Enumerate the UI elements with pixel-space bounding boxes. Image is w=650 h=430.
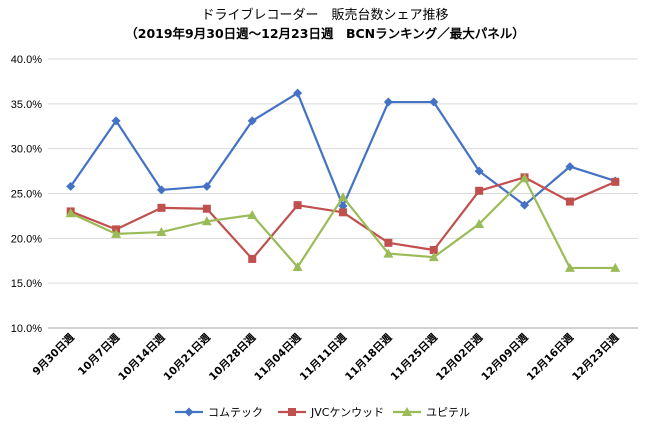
data-point <box>201 216 212 226</box>
data-point <box>292 262 303 272</box>
series-line <box>70 177 616 270</box>
data-point <box>383 248 394 258</box>
y-axis-ticks: 10.0% 15.0% 20.0% 25.0% 30.0% 35.0% 40.0% <box>11 54 42 335</box>
y-tick-label: 20.0% <box>11 233 42 245</box>
data-point <box>474 218 485 228</box>
data-point <box>202 181 212 191</box>
data-point <box>565 197 574 206</box>
x-tick-label: 10月28日週 <box>207 331 259 383</box>
data-point <box>428 252 439 262</box>
data-point <box>384 238 393 247</box>
legend-label: コムテック <box>208 406 263 419</box>
y-tick-label: 10.0% <box>11 323 42 335</box>
y-tick-label: 15.0% <box>11 278 42 290</box>
data-point <box>338 192 348 202</box>
series <box>65 88 621 272</box>
data-point <box>339 208 347 217</box>
data-point <box>519 173 530 183</box>
x-tick-label: 10月21日週 <box>162 331 214 383</box>
x-tick-label: 12月09日週 <box>479 331 531 383</box>
legend-marker <box>402 407 412 416</box>
x-tick-label: 12月16日週 <box>525 331 577 383</box>
x-tick-label: 10月14日週 <box>116 331 168 383</box>
data-point <box>111 228 122 238</box>
data-point <box>293 201 302 210</box>
data-point <box>156 185 166 195</box>
data-point <box>65 208 76 218</box>
y-tick-label: 25.0% <box>11 189 42 201</box>
data-point <box>475 186 484 195</box>
legend-label: JVCケンウッド <box>310 406 384 419</box>
data-point <box>248 254 257 263</box>
data-point <box>247 116 257 126</box>
data-point <box>338 201 348 211</box>
x-tick-label: 12月02日週 <box>434 331 486 383</box>
x-tick-label: 11月11日週 <box>298 331 350 383</box>
data-point <box>66 181 76 191</box>
series-group <box>65 173 621 272</box>
legend-marker <box>288 408 296 416</box>
data-point <box>156 227 167 237</box>
data-point <box>474 166 484 176</box>
series-line <box>70 176 616 261</box>
series-line <box>69 91 616 208</box>
y-tick-label: 30.0% <box>11 144 42 156</box>
data-point <box>611 177 620 186</box>
data-point <box>610 262 621 272</box>
x-tick-label: 12月23日週 <box>570 331 622 383</box>
series-group <box>66 173 620 263</box>
x-tick-label: 11月18日週 <box>343 331 395 383</box>
legend-label: ユピテル <box>426 406 470 419</box>
y-tick-label: 40.0% <box>11 54 42 66</box>
data-point <box>564 262 575 272</box>
legend-item: ユピテル <box>393 406 470 419</box>
y-tick-label: 35.0% <box>11 99 42 111</box>
data-point <box>429 97 439 107</box>
data-point <box>293 88 303 98</box>
x-tick-label: 11月04日週 <box>252 331 304 383</box>
data-point <box>247 210 258 220</box>
legend-item: JVCケンウッド <box>278 406 384 419</box>
x-tick-label: 10月7日週 <box>76 331 123 378</box>
x-axis-ticks: 9月30日週 10月7日週10月14日週10月21日週10月28日週11月04日週… <box>31 331 622 383</box>
data-point <box>429 245 438 254</box>
chart-subtitle: （2019年9月30日週〜12月23日週 BCNランキング／最大パネル） <box>125 26 524 41</box>
legend-item: コムテック <box>175 406 263 419</box>
legend-marker <box>184 407 194 417</box>
x-tick-label: 9月30日週 <box>31 331 78 378</box>
data-point <box>202 204 211 213</box>
data-point <box>565 162 575 172</box>
legend: コムテック JVCケンウッド ユピテル <box>175 406 470 419</box>
data-point <box>157 203 166 212</box>
data-point <box>111 116 121 126</box>
x-tick-label: 11月25日週 <box>388 331 440 383</box>
gridlines <box>48 58 638 329</box>
data-point <box>520 200 530 210</box>
chart-title: ドライブレコーダー 販売台数シェア推移 <box>201 7 448 23</box>
data-point <box>383 97 393 107</box>
